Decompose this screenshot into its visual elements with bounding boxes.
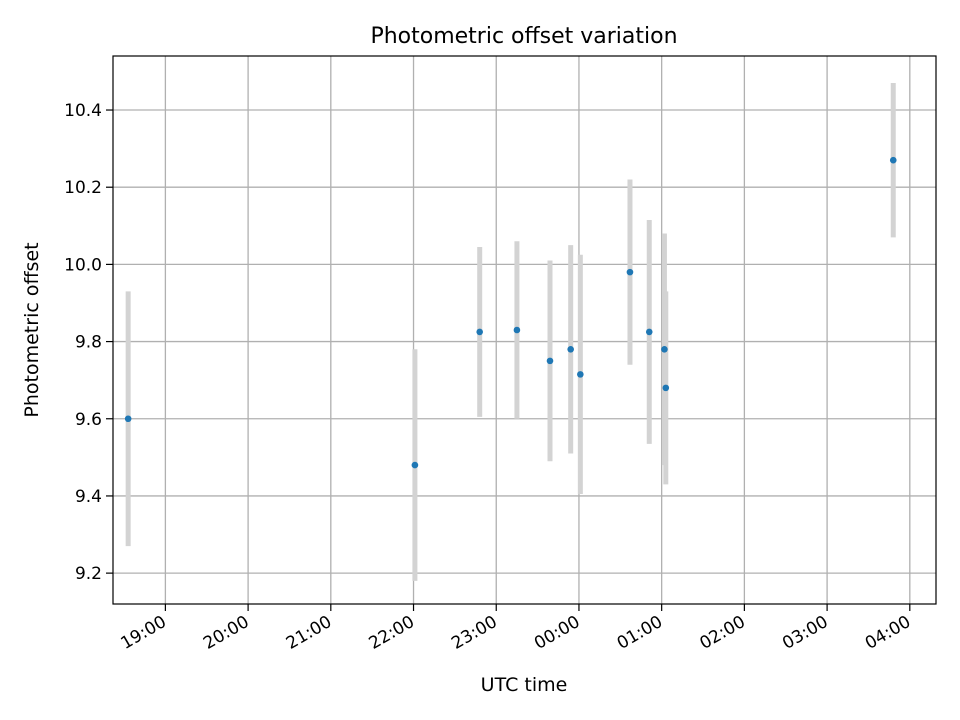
data-point — [662, 384, 670, 392]
data-point — [513, 326, 521, 334]
grid — [113, 56, 936, 604]
y-tick-label: 10.0 — [64, 255, 102, 275]
plot-frame — [112, 55, 937, 605]
data-points — [124, 156, 897, 469]
data-point — [889, 156, 897, 164]
y-tick-label: 9.4 — [75, 487, 102, 507]
y-axis: 9.2 9.4 9.6 9.8 10.0 10.2 10.4 — [64, 101, 113, 584]
data-point — [577, 371, 584, 378]
plot-area — [112, 55, 937, 605]
data-point — [661, 345, 668, 353]
data-point — [124, 415, 132, 423]
y-tick-label: 10.4 — [64, 101, 102, 121]
chart-title: Photometric offset variation — [370, 24, 677, 49]
data-point — [546, 357, 554, 365]
data-point — [567, 345, 574, 353]
data-point — [476, 328, 483, 336]
y-tick-label: 9.6 — [75, 410, 102, 430]
y-axis-label: Photometric offset — [21, 242, 43, 417]
y-tick-label: 9.2 — [75, 564, 102, 584]
y-tick-label: 10.2 — [64, 178, 102, 198]
data-point — [626, 268, 634, 276]
y-tick-label: 9.8 — [75, 333, 102, 353]
data-point — [411, 461, 419, 469]
data-point — [645, 328, 653, 336]
x-axis-label: UTC time — [481, 674, 568, 696]
